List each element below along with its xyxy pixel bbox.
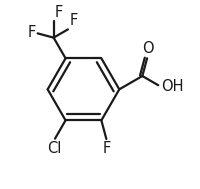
- Text: F: F: [70, 13, 78, 28]
- Text: F: F: [28, 25, 36, 40]
- Text: O: O: [142, 41, 154, 56]
- Text: Cl: Cl: [47, 141, 61, 156]
- Text: F: F: [103, 141, 111, 156]
- Text: OH: OH: [162, 79, 184, 94]
- Text: F: F: [55, 5, 63, 20]
